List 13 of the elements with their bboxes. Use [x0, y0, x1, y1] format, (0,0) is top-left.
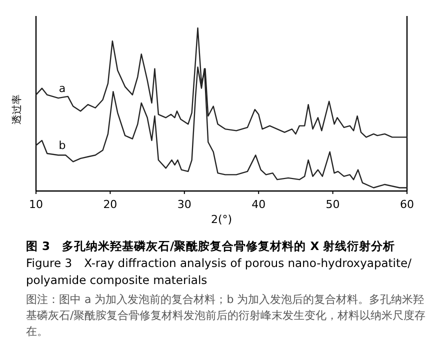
- x-tick-label: 50: [326, 198, 340, 211]
- text: 图注：图中 a 为加入发泡前的复合材料；b 为加入发泡后的复合材料。多孔纳米羟基磷灰石/聚酰胺复合骨修复材料发泡前后的衍射峰末发生变化，材料以纳米尺度存在。: [26, 293, 426, 338]
- annotation: a: [58, 82, 66, 96]
- x-tick-label: 10: [29, 198, 43, 211]
- x-tick-label: 20: [103, 198, 118, 211]
- x-tick-label: 60: [400, 198, 414, 211]
- x-axis-title: 2(°): [210, 213, 232, 226]
- text: 图 3 多孔纳米羟基磷灰石/聚酰胺复合骨修复材料的 X 射线衍射分析: [26, 239, 396, 253]
- annotation: b: [58, 139, 66, 152]
- y-axis-title: 透过率: [11, 94, 23, 124]
- x-tick-label: 40: [252, 198, 266, 211]
- text: Figure 3 X-ray diffraction analysis of porous nano-hydroxyapatite/polyamide composite materials: [26, 256, 412, 287]
- x-tick-label: 30: [177, 198, 192, 211]
